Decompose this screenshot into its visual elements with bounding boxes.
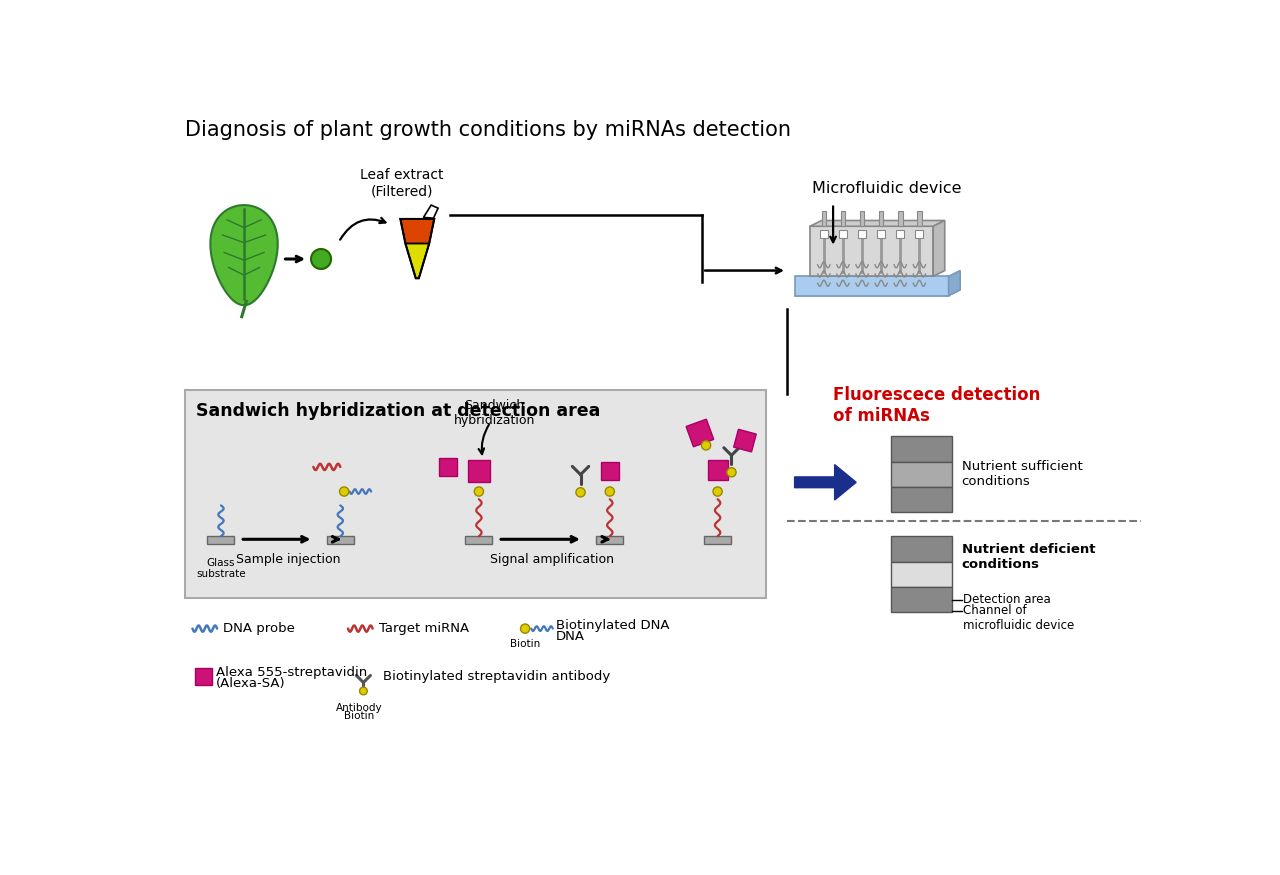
Bar: [891, 461, 952, 486]
Bar: [820, 230, 828, 238]
Bar: [596, 536, 623, 544]
Bar: [439, 458, 457, 476]
Circle shape: [605, 487, 614, 496]
Bar: [891, 562, 952, 587]
Bar: [891, 436, 952, 461]
Bar: [879, 211, 883, 227]
Text: Alexa 555-streptavidin: Alexa 555-streptavidin: [215, 666, 367, 679]
Bar: [840, 230, 847, 238]
Circle shape: [360, 687, 367, 695]
Bar: [891, 587, 952, 612]
Bar: [877, 230, 884, 238]
Text: Biotinylated streptavidin antibody: Biotinylated streptavidin antibody: [383, 670, 609, 682]
Polygon shape: [948, 270, 960, 296]
Polygon shape: [795, 290, 960, 296]
Polygon shape: [810, 220, 945, 227]
Bar: [686, 419, 714, 447]
Bar: [733, 430, 756, 452]
Circle shape: [701, 441, 710, 450]
Text: Fluorescece detection
of miRNAs: Fluorescece detection of miRNAs: [833, 386, 1041, 424]
Bar: [891, 536, 952, 562]
Text: Microfluidic device: Microfluidic device: [813, 180, 961, 196]
Text: Sandwich
hybridization: Sandwich hybridization: [453, 399, 535, 427]
Bar: [600, 461, 620, 480]
Text: Glass
substrate: Glass substrate: [196, 557, 246, 579]
Polygon shape: [401, 219, 434, 243]
Bar: [891, 487, 952, 513]
Bar: [915, 230, 923, 238]
Circle shape: [339, 487, 348, 496]
Polygon shape: [210, 205, 278, 305]
Bar: [207, 536, 234, 544]
Polygon shape: [795, 465, 856, 500]
Bar: [466, 536, 493, 544]
Text: DNA: DNA: [556, 630, 585, 643]
Circle shape: [713, 487, 722, 496]
Text: Biotin: Biotin: [509, 639, 540, 648]
Bar: [708, 460, 727, 480]
Circle shape: [521, 624, 530, 634]
Text: Diagnosis of plant growth conditions by miRNAs detection: Diagnosis of plant growth conditions by …: [184, 120, 791, 140]
Text: Sample injection: Sample injection: [236, 553, 340, 566]
Text: Leaf extract
(Filtered): Leaf extract (Filtered): [360, 169, 444, 199]
Bar: [860, 211, 864, 227]
Bar: [899, 211, 902, 227]
Bar: [704, 536, 731, 544]
Circle shape: [311, 249, 332, 269]
Text: Signal amplification: Signal amplification: [490, 553, 614, 566]
Bar: [896, 230, 904, 238]
Bar: [468, 460, 490, 481]
Text: DNA probe: DNA probe: [223, 622, 296, 635]
Text: Biotinylated DNA: Biotinylated DNA: [556, 619, 669, 632]
Polygon shape: [424, 205, 438, 218]
Text: Antibody: Antibody: [337, 703, 383, 712]
Text: Sandwich hybridization at detection area: Sandwich hybridization at detection area: [196, 402, 600, 421]
Circle shape: [727, 467, 736, 477]
Polygon shape: [933, 220, 945, 276]
Bar: [822, 211, 826, 227]
Text: Nutrient deficient
conditions: Nutrient deficient conditions: [961, 542, 1096, 570]
Bar: [326, 536, 353, 544]
Circle shape: [576, 487, 585, 497]
Bar: [841, 211, 845, 227]
Polygon shape: [795, 276, 948, 296]
Text: Target miRNA: Target miRNA: [379, 622, 468, 635]
Text: Biotin: Biotin: [344, 711, 375, 721]
Bar: [195, 668, 211, 685]
Polygon shape: [406, 243, 429, 278]
Circle shape: [475, 487, 484, 496]
Text: Detection area: Detection area: [964, 593, 1051, 606]
Text: Nutrient sufficient
conditions: Nutrient sufficient conditions: [961, 460, 1083, 488]
Bar: [184, 390, 767, 598]
Polygon shape: [810, 227, 933, 276]
Bar: [858, 230, 865, 238]
Text: Channel of
microfluidic device: Channel of microfluidic device: [964, 605, 1074, 633]
Bar: [916, 211, 922, 227]
Text: (Alexa-SA): (Alexa-SA): [215, 676, 285, 690]
